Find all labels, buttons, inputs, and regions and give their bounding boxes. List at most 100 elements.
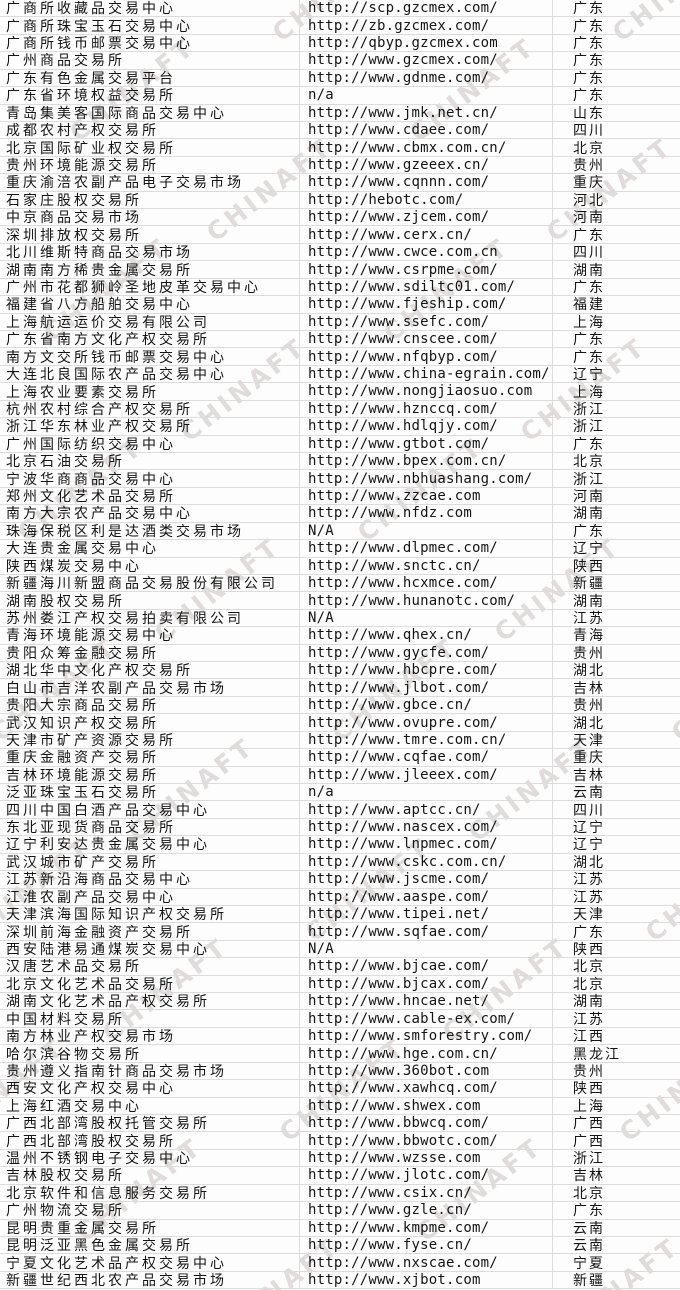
cell-province[interactable]: 河南 [573, 489, 605, 505]
cell-exchange-name[interactable]: 宁夏文化艺术品产权交易中心 [0, 1254, 300, 1271]
cell-exchange-name[interactable]: 广商所收藏品交易中心 [0, 0, 300, 17]
cell-exchange-name[interactable]: 贵州遵义指南针商品交易市场 [0, 1062, 300, 1080]
cell-url[interactable]: http://www.cqfae.com/ [300, 749, 553, 766]
cell-exchange-name[interactable]: 贵州环境能源交易所 [0, 156, 300, 174]
cell-url[interactable]: n/a [300, 87, 553, 104]
cell-exchange-name[interactable]: 吉林环境能源交易所 [0, 766, 300, 783]
cell-exchange-name[interactable]: 广东省南方文化产权交易所 [0, 331, 300, 348]
cell-province[interactable]: 辽宁 [573, 367, 605, 383]
cell-province[interactable]: 新疆 [573, 576, 605, 592]
cell-url[interactable]: http://www.cnscee.com/ [300, 331, 553, 348]
cell-exchange-name[interactable]: 湖南南方稀贵金属交易所 [0, 261, 300, 278]
cell-exchange-name[interactable]: 上海红酒交易中心 [0, 1097, 300, 1114]
cell-url[interactable]: http://www.xawhcq.com/ [300, 1080, 553, 1097]
cell-exchange-name[interactable]: 大连北良国际农产品交易中心 [0, 365, 300, 383]
cell-province[interactable]: 湖南 [573, 506, 605, 522]
cell-exchange-name[interactable]: 广州物流交易所 [0, 1202, 300, 1219]
cell-exchange-name[interactable]: 陕西煤炭交易中心 [0, 557, 300, 574]
cell-url[interactable]: http://www.sdiltc01.com/ [300, 278, 553, 296]
cell-province[interactable]: 吉林 [573, 767, 605, 783]
cell-exchange-name[interactable]: 广商所珠宝玉石交易中心 [0, 17, 300, 34]
cell-exchange-name[interactable]: 广州商品交易所 [0, 52, 300, 69]
cell-url[interactable]: http://www.hbcpre.com/ [300, 662, 553, 679]
cell-exchange-name[interactable]: 福建省八方船舶交易中心 [0, 296, 300, 313]
cell-exchange-name[interactable]: 广西北部湾股权托管交易所 [0, 1115, 300, 1132]
cell-province[interactable]: 黑龙江 [573, 1046, 621, 1062]
cell-exchange-name[interactable]: 南方文交所钱币邮票交易中心 [0, 348, 300, 365]
cell-url[interactable]: http://www.jscme.com/ [300, 871, 553, 888]
cell-exchange-name[interactable]: 广商所钱币邮票交易中心 [0, 34, 300, 52]
cell-exchange-name[interactable]: 中国材料交易所 [0, 1010, 300, 1027]
cell-url[interactable]: N/A [300, 522, 553, 540]
cell-url[interactable]: http://www.bjcae.com/ [300, 958, 553, 975]
cell-url[interactable]: http://www.jmk.net.cn/ [300, 104, 553, 121]
cell-url[interactable]: http://www.hge.com.cn/ [300, 1045, 553, 1062]
cell-province[interactable]: 江苏 [573, 610, 605, 627]
cell-province[interactable]: 福建 [573, 297, 605, 313]
cell-exchange-name[interactable]: 广东省环境权益交易所 [0, 87, 300, 104]
cell-url[interactable]: http://www.csrpme.com/ [300, 261, 553, 278]
cell-province[interactable]: 湖北 [573, 715, 605, 731]
cell-url[interactable]: http://www.gzle.cn/ [300, 1202, 553, 1219]
cell-exchange-name[interactable]: 上海农业要素交易所 [0, 383, 300, 400]
cell-url[interactable]: http://www.jlbot.com/ [300, 679, 553, 696]
cell-province[interactable]: 吉林 [573, 680, 605, 696]
cell-url[interactable]: http://www.bbwotc.com/ [300, 1132, 553, 1149]
cell-exchange-name[interactable]: 南方林业产权交易市场 [0, 1027, 300, 1045]
cell-province[interactable]: 广东 [573, 332, 605, 348]
cell-exchange-name[interactable]: 成都农村产权交易所 [0, 121, 300, 139]
cell-url[interactable]: http://www.hncae.net/ [300, 993, 553, 1010]
cell-url[interactable]: http://www.bpex.com.cn/ [300, 452, 553, 470]
cell-province[interactable]: 江苏 [573, 889, 605, 905]
cell-exchange-name[interactable]: 中京商品交易市场 [0, 209, 300, 226]
cell-url[interactable]: n/a [300, 783, 553, 801]
cell-exchange-name[interactable]: 重庆金融资产交易所 [0, 749, 300, 766]
cell-url[interactable]: http://www.kmpme.com/ [300, 1219, 553, 1236]
cell-url[interactable]: http://www.cskc.com.cn/ [300, 853, 553, 871]
cell-province[interactable]: 广东 [573, 279, 605, 296]
cell-url[interactable]: http://www.cerx.cn/ [300, 226, 553, 243]
cell-url[interactable]: http://hebotc.com/ [300, 191, 553, 209]
cell-province[interactable]: 山东 [573, 105, 605, 121]
cell-url[interactable]: http://www.nascex.com/ [300, 818, 553, 836]
cell-province[interactable]: 广东 [573, 1, 605, 17]
cell-province[interactable]: 江苏 [573, 872, 605, 888]
cell-province[interactable]: 四川 [573, 802, 605, 818]
cell-exchange-name[interactable]: 北京石油交易所 [0, 452, 300, 470]
cell-exchange-name[interactable]: 广西北部湾股权交易所 [0, 1132, 300, 1149]
cell-exchange-name[interactable]: 江淮农副产品交易中心 [0, 888, 300, 905]
cell-exchange-name[interactable]: 哈尔滨谷物交易所 [0, 1045, 300, 1062]
cell-province[interactable]: 北京 [573, 959, 605, 975]
cell-exchange-name[interactable]: 苏州娄江产权交易拍卖有限公司 [0, 609, 300, 627]
cell-province[interactable]: 天津 [573, 732, 605, 749]
cell-exchange-name[interactable]: 北京软件和信息服务交易所 [0, 1184, 300, 1202]
cell-province[interactable]: 广东 [573, 924, 605, 940]
cell-url[interactable]: http://www.nxscae.com/ [300, 1254, 553, 1271]
cell-province[interactable]: 浙江 [573, 401, 605, 418]
cell-exchange-name[interactable]: 白山市吉洋农副产品交易市场 [0, 679, 300, 696]
cell-url[interactable]: http://www.zzcae.com [300, 487, 553, 505]
cell-province[interactable]: 重庆 [573, 175, 605, 191]
cell-exchange-name[interactable]: 新疆世纪西北农产品交易市场 [0, 1271, 300, 1289]
cell-province[interactable]: 辽宁 [573, 541, 605, 557]
cell-province[interactable]: 云南 [573, 1238, 605, 1254]
cell-url[interactable]: http://www.tipei.net/ [300, 905, 553, 923]
cell-url[interactable]: http://www.cdaee.com/ [300, 121, 553, 139]
cell-exchange-name[interactable]: 武汉城市矿产交易所 [0, 853, 300, 871]
cell-url[interactable]: http://www.gtbot.com/ [300, 435, 553, 452]
cell-exchange-name[interactable]: 南方大宗农产品交易中心 [0, 505, 300, 522]
cell-province[interactable]: 广东 [573, 523, 605, 540]
cell-exchange-name[interactable]: 广东有色金属交易平台 [0, 69, 300, 87]
cell-province[interactable]: 陕西 [573, 942, 605, 958]
cell-exchange-name[interactable]: 贵阳众筹金融交易所 [0, 644, 300, 662]
cell-province[interactable]: 天津 [573, 907, 605, 923]
cell-province[interactable]: 辽宁 [573, 820, 605, 836]
cell-province[interactable]: 浙江 [573, 1151, 605, 1167]
cell-province[interactable]: 陕西 [573, 558, 605, 574]
cell-url[interactable]: http://www.dlpmec.com/ [300, 540, 553, 557]
cell-province[interactable]: 四川 [573, 245, 605, 261]
cell-exchange-name[interactable]: 四川中国白酒产品交易中心 [0, 801, 300, 818]
cell-exchange-name[interactable]: 吉林股权交易所 [0, 1167, 300, 1184]
cell-url[interactable]: http://www.cwce.com.cn [300, 243, 553, 261]
cell-url[interactable]: http://www.aaspe.com/ [300, 888, 553, 905]
